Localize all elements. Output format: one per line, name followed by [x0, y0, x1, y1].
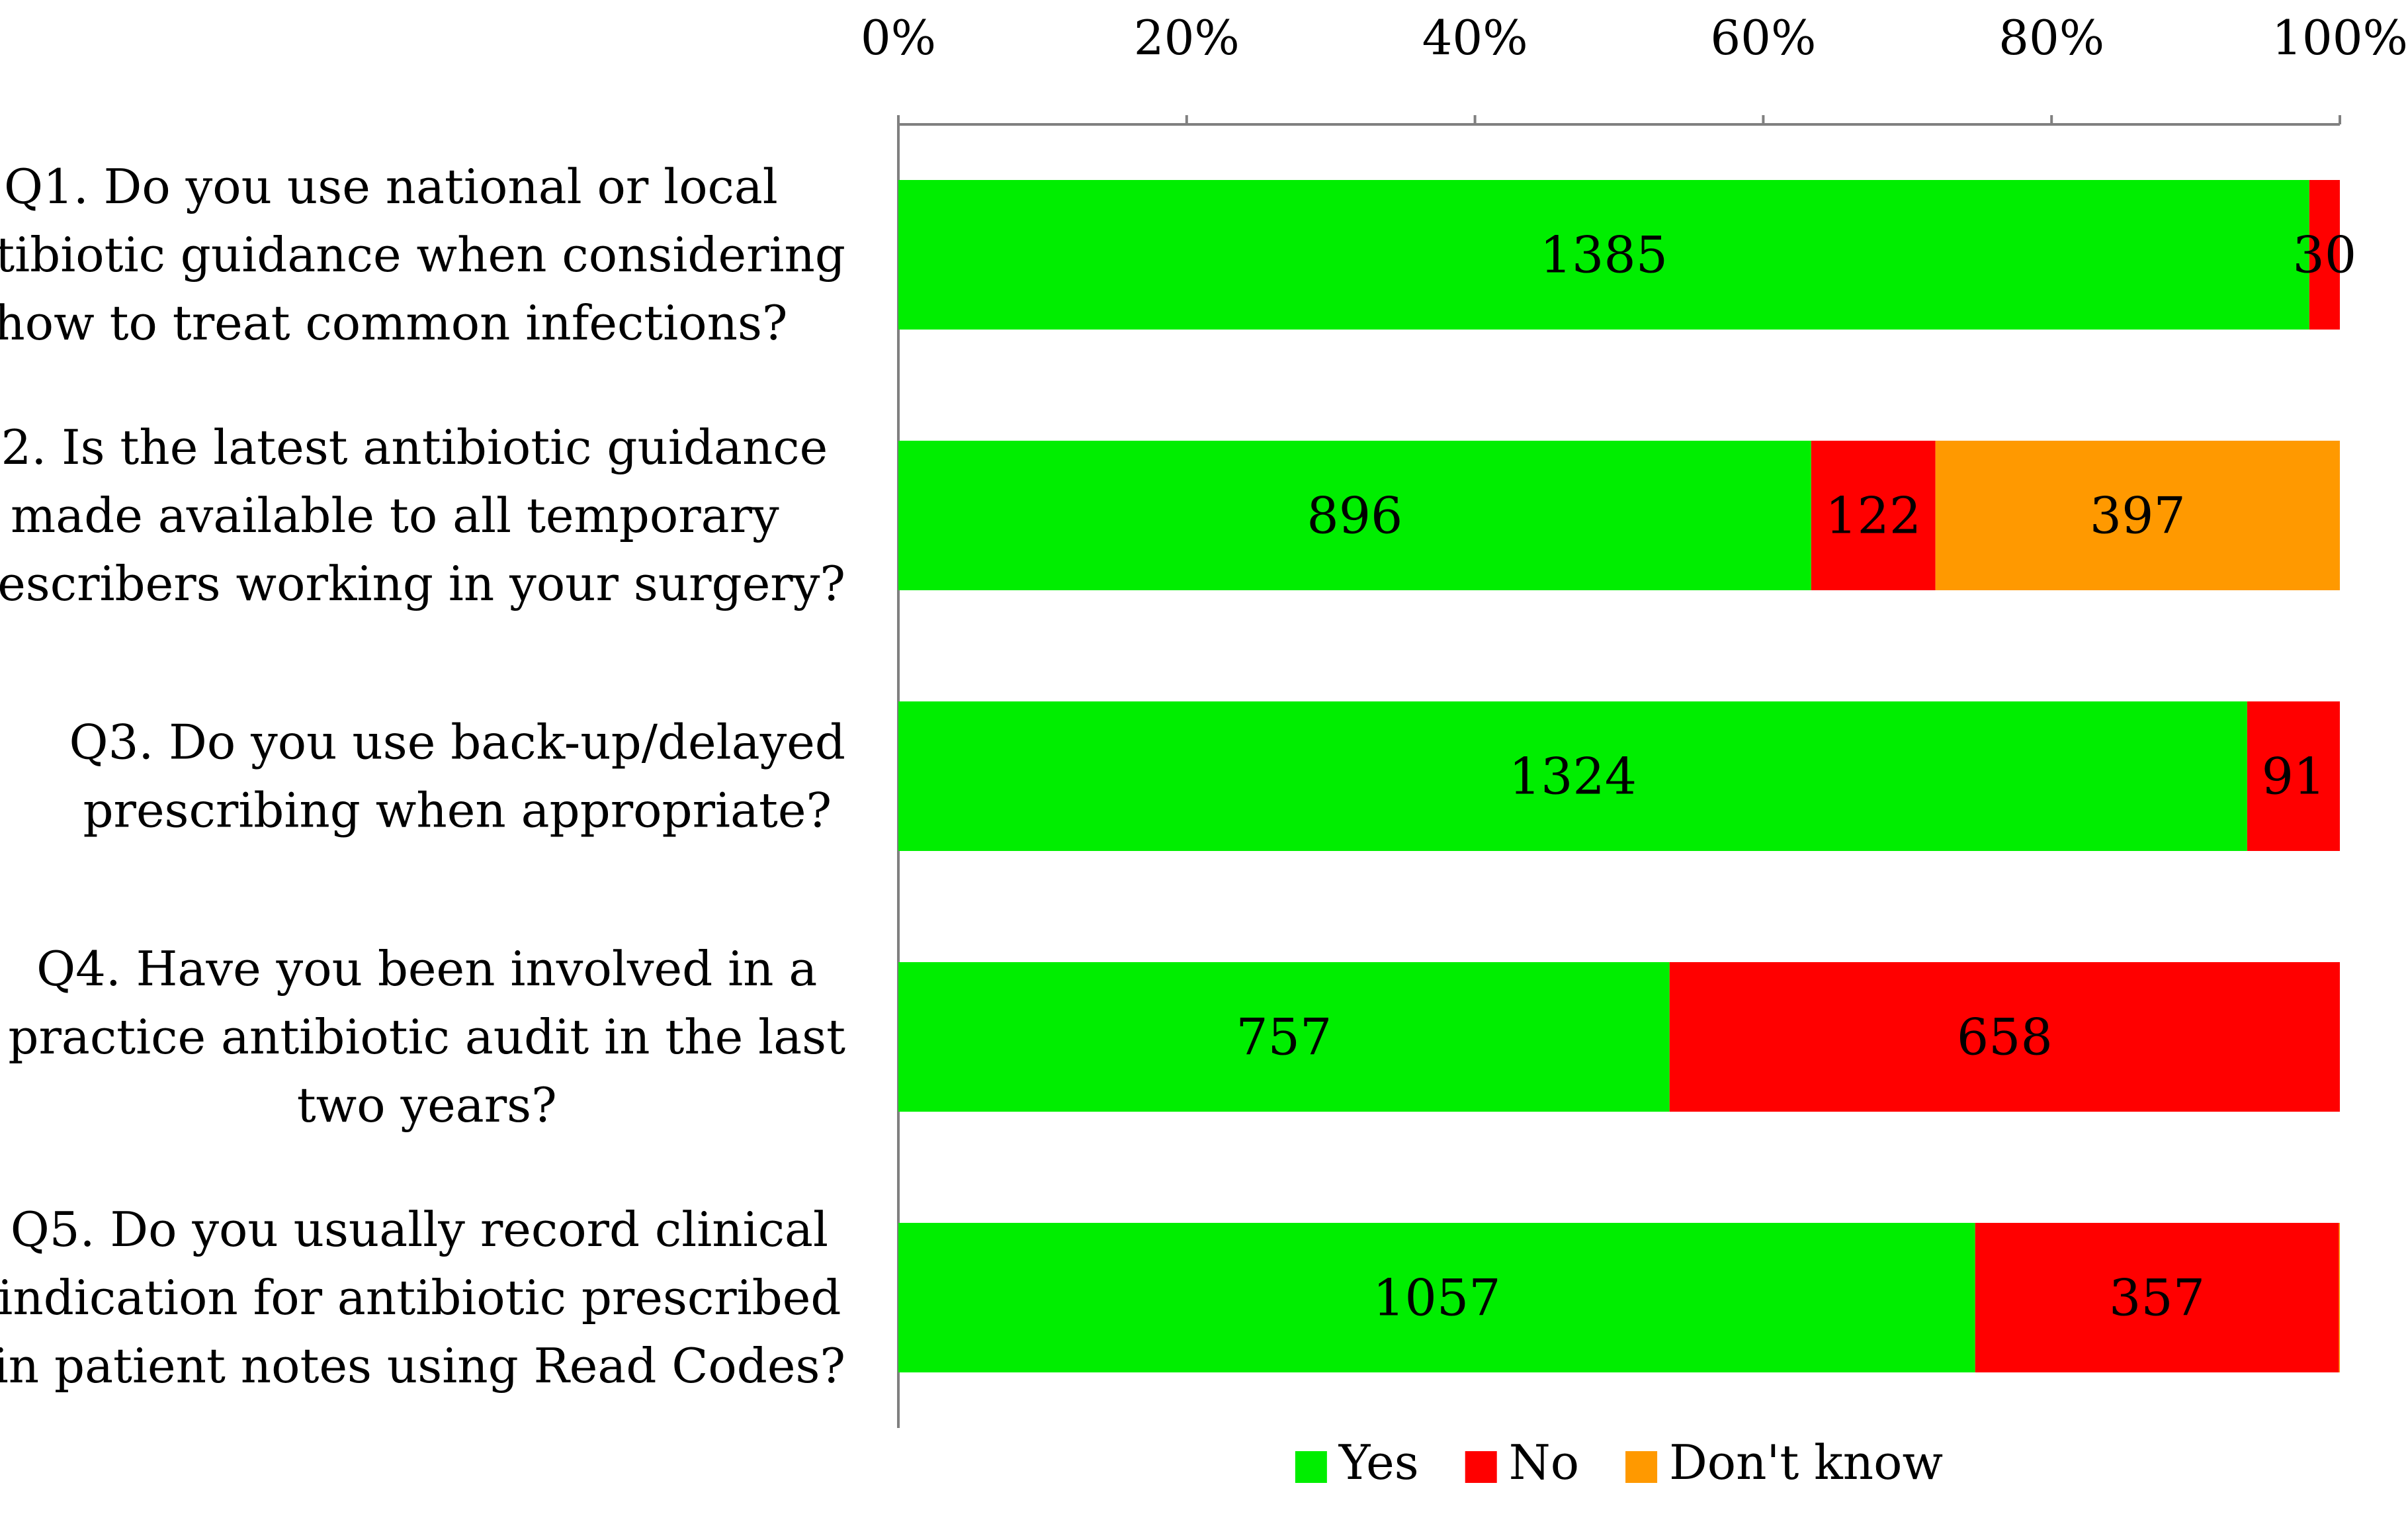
x-tick-label: 0%	[861, 10, 936, 66]
bar-segment-yes-3	[898, 701, 2247, 851]
data-label: 357	[2109, 1269, 2205, 1327]
bar-segment-no-2	[1811, 441, 1936, 590]
category-label: how to treat common infections?	[0, 295, 788, 351]
category-label: Q1. Do you use national or local	[4, 159, 778, 214]
legend-swatch-yes	[1295, 1451, 1327, 1483]
legend-swatch-don-t-know	[1625, 1451, 1658, 1483]
x-tick-label: 20%	[1134, 10, 1240, 66]
category-label: prescribers working in your surgery?	[0, 556, 845, 611]
bar-segment-don-t-know-5	[2339, 1223, 2340, 1372]
category-label: prescribing when appropriate?	[83, 783, 832, 838]
legend-swatch-no	[1465, 1451, 1497, 1483]
category-label: indication for antibiotic prescribed	[0, 1270, 841, 1325]
data-label: 91	[2262, 747, 2326, 806]
data-label: 896	[1307, 486, 1402, 545]
category-label: Q3. Do you use back-up/delayed	[69, 715, 845, 770]
category-label: Q4. Have you been involved in a	[36, 941, 817, 997]
bar-segment-no-5	[1975, 1223, 2339, 1372]
bar-segment-no-3	[2247, 701, 2340, 851]
legend-label: No	[1509, 1435, 1579, 1490]
bar-segment-no-4	[1669, 962, 2340, 1112]
bar-segment-no-1	[2309, 180, 2340, 330]
data-label: 757	[1236, 1008, 1332, 1067]
bar-segment-yes-5	[898, 1223, 1975, 1372]
x-tick-label: 80%	[1999, 10, 2104, 66]
bar-segment-don-t-know-2	[1935, 441, 2340, 590]
data-label: 658	[1957, 1008, 2053, 1067]
bar-segment-yes-2	[898, 441, 1811, 590]
category-label: Q2. Is the latest antibiotic guidance	[0, 420, 828, 475]
category-label: Q5. Do you usually record clinical	[11, 1202, 828, 1257]
category-label: practice antibiotic audit in the last	[8, 1009, 845, 1065]
category-label: antibiotic guidance when considering	[0, 227, 845, 283]
bar-segment-yes-4	[898, 962, 1670, 1112]
data-label: 30	[2293, 226, 2357, 285]
data-label: 397	[2090, 486, 2186, 545]
legend-label: Don't know	[1669, 1435, 1943, 1490]
x-tick-label: 100%	[2272, 10, 2408, 66]
category-label: in patient notes using Read Codes?	[0, 1338, 845, 1394]
category-label: two years?	[297, 1077, 557, 1133]
category-label: made available to all temporary	[11, 488, 779, 543]
data-label: 1324	[1509, 747, 1637, 806]
x-tick-label: 60%	[1710, 10, 1816, 66]
data-label: 1057	[1373, 1269, 1500, 1327]
data-label: 122	[1825, 486, 1921, 545]
bar-segment-yes-1	[898, 180, 2309, 330]
data-label: 1385	[1540, 226, 1668, 285]
legend-label: Yes	[1338, 1435, 1419, 1490]
x-tick-label: 40%	[1422, 10, 1528, 66]
